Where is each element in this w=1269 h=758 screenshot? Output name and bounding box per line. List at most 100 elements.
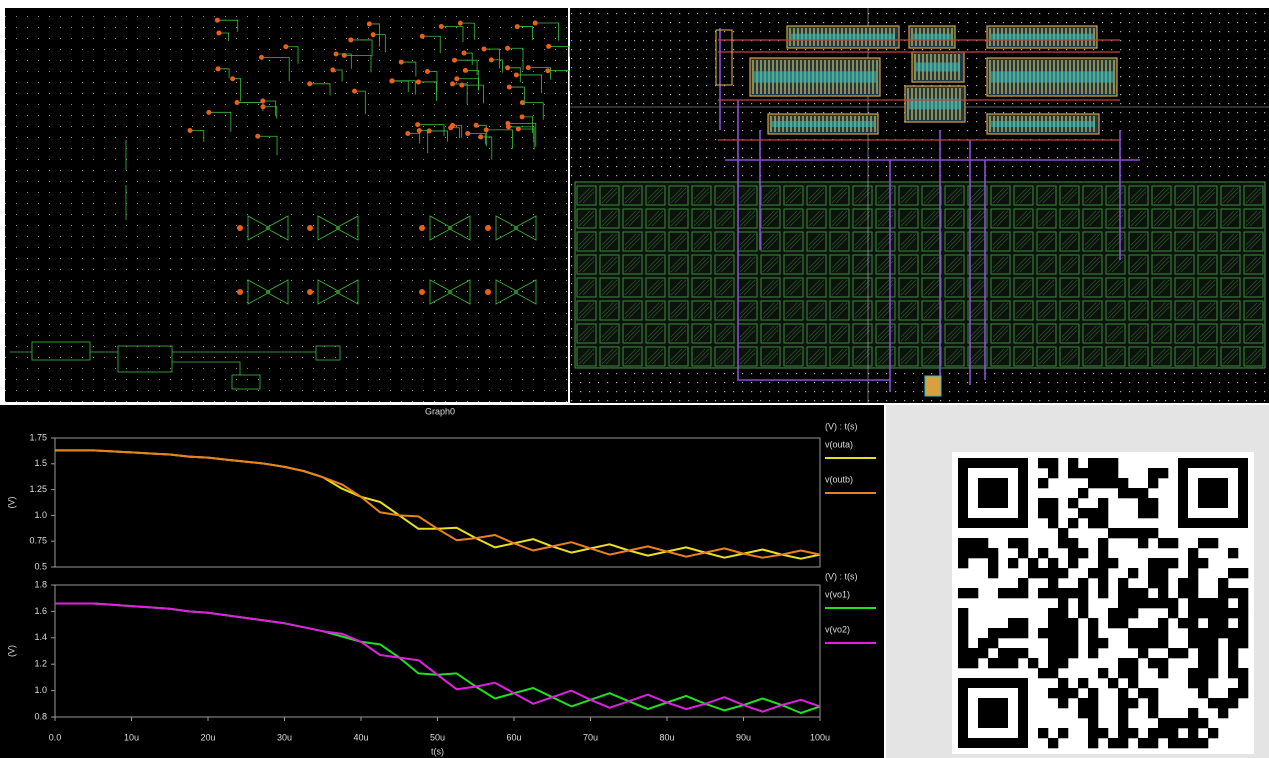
qr-module	[1038, 548, 1049, 559]
qr-module	[968, 588, 979, 599]
qr-module	[1128, 698, 1139, 709]
qr-module	[1118, 688, 1129, 699]
qr-module	[1148, 598, 1159, 609]
qr-module	[1198, 668, 1209, 679]
qr-module	[1058, 688, 1069, 699]
qr-module	[1118, 608, 1129, 619]
qr-module	[1138, 538, 1149, 549]
wire	[369, 23, 380, 47]
qr-module	[1208, 728, 1219, 739]
qr-module	[1058, 588, 1069, 599]
qr-module	[1188, 708, 1199, 719]
qr-code	[958, 458, 1249, 749]
plot-frame	[54, 437, 821, 568]
qr-module	[1038, 728, 1049, 739]
qr-module	[1138, 648, 1149, 659]
qr-module	[1168, 738, 1179, 749]
qr-module	[1048, 458, 1059, 469]
node	[424, 69, 430, 75]
qr-module	[1168, 718, 1179, 729]
node	[485, 289, 491, 295]
qr-module	[1068, 548, 1079, 559]
qr-module	[1148, 658, 1159, 669]
qr-finder	[1198, 478, 1228, 508]
qr-module	[1048, 468, 1059, 479]
wire	[257, 135, 278, 156]
qr-module	[1128, 658, 1139, 669]
qr-module	[1098, 668, 1109, 679]
qr-module	[1228, 688, 1239, 699]
qr-module	[998, 588, 1009, 599]
qr-module	[1028, 568, 1039, 579]
qr-module	[1108, 558, 1119, 569]
qr-module	[978, 538, 989, 549]
x-axis-label: t(s)	[431, 746, 444, 756]
qr-module	[1018, 548, 1029, 559]
qr-module	[1148, 728, 1159, 739]
node	[307, 225, 313, 231]
qr-module	[1108, 458, 1119, 469]
wire	[535, 22, 559, 41]
qr-module	[1048, 618, 1059, 629]
qr-module	[1158, 598, 1169, 609]
qr-module	[1088, 508, 1099, 519]
qr-module	[1108, 618, 1119, 629]
qr-module	[1238, 688, 1249, 699]
diff	[772, 121, 874, 127]
qr-module	[1008, 618, 1019, 629]
qr-module	[1098, 568, 1109, 579]
node	[352, 88, 358, 94]
qr-module	[1068, 498, 1079, 509]
wire	[418, 81, 437, 101]
qr-module	[1188, 718, 1199, 729]
qr-module	[1198, 688, 1209, 699]
wire	[262, 106, 278, 119]
metal	[719, 28, 1140, 395]
qr-module	[1238, 608, 1249, 619]
qr-module	[968, 548, 979, 559]
x-tick-label: 60u	[506, 732, 521, 742]
qr-module	[1108, 468, 1119, 479]
node	[452, 57, 458, 63]
node	[398, 59, 404, 65]
qr-module	[1198, 558, 1209, 569]
qr-module	[1048, 638, 1059, 649]
qr-module	[1128, 568, 1139, 579]
qr-module	[1158, 658, 1169, 669]
qr-module	[1038, 478, 1049, 489]
node	[546, 43, 552, 49]
node	[438, 23, 444, 29]
node	[215, 66, 221, 72]
node	[505, 120, 511, 126]
pad	[924, 375, 942, 397]
legend-title: (V) : t(s)	[825, 421, 858, 431]
node	[237, 289, 243, 295]
qr-module	[1208, 648, 1219, 659]
qr-module	[1218, 588, 1229, 599]
y-tick-label: 1.5	[34, 458, 47, 468]
y-axis-label: (V)	[6, 645, 16, 657]
qr-module	[1058, 698, 1069, 709]
wire	[461, 84, 484, 104]
qr-module	[1028, 558, 1039, 569]
qr-module	[1118, 738, 1129, 749]
wire	[464, 52, 473, 66]
y-tick-label: 0.5	[34, 561, 47, 571]
qr-module	[1148, 628, 1159, 639]
wire	[528, 67, 551, 80]
qr-module	[958, 658, 969, 669]
node	[545, 68, 551, 74]
qr-finder	[978, 698, 1008, 728]
node	[459, 82, 465, 88]
node	[348, 37, 354, 43]
qr-module	[1088, 718, 1099, 729]
diff	[791, 33, 895, 41]
qr-module	[1208, 698, 1219, 709]
qr-module	[1078, 468, 1089, 479]
qr-module	[958, 638, 969, 649]
qr-module	[958, 588, 969, 599]
gate	[429, 279, 471, 305]
node	[416, 128, 422, 134]
qr-module	[998, 658, 1009, 669]
qr-module	[1078, 608, 1089, 619]
